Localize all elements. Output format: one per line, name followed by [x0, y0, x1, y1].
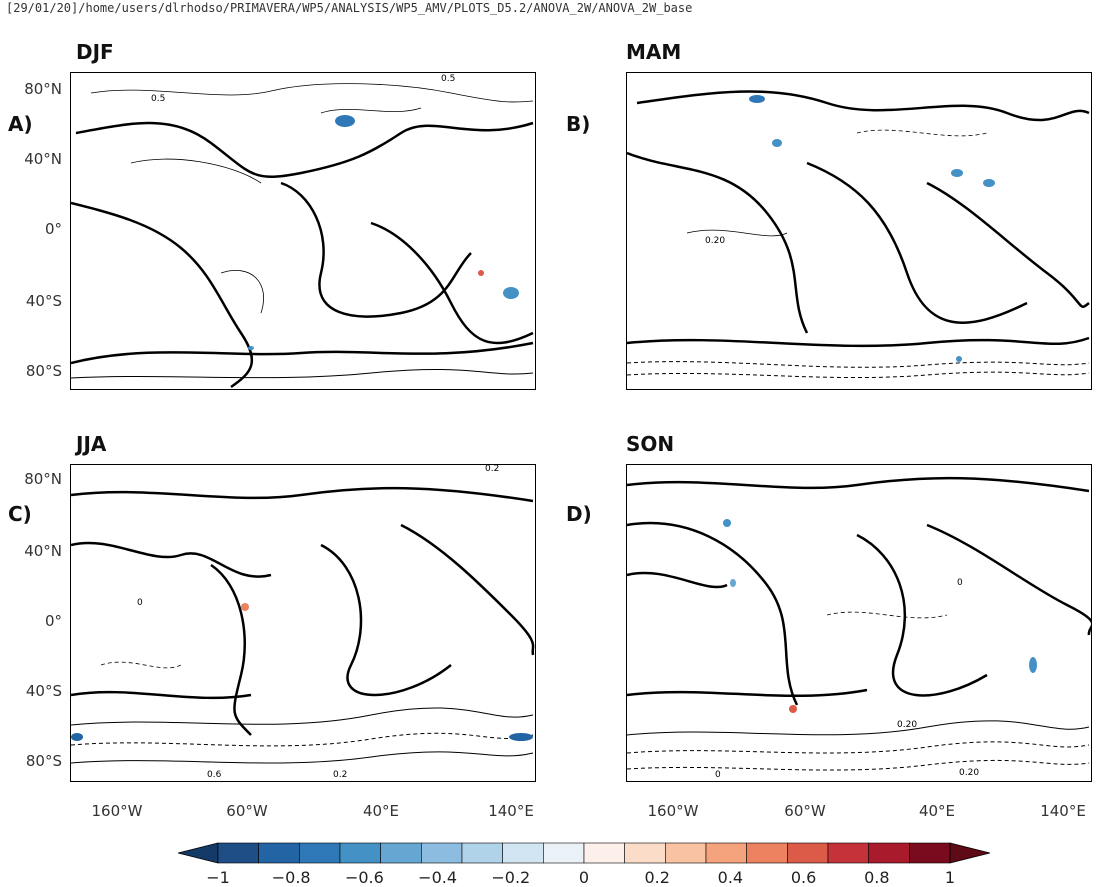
- map-contours: 0.20: [627, 90, 1090, 379]
- colorbar-segment: [583, 842, 625, 864]
- colorbar-segment: [217, 842, 259, 864]
- colorbar-tick-label: 0: [578, 868, 590, 887]
- panel-season-title: MAM: [626, 40, 682, 64]
- lat-label: 40°N: [24, 542, 62, 560]
- colorbar-tick-label: 0.8: [864, 868, 890, 887]
- contour-label: 0: [957, 578, 963, 588]
- lon-label: 160°W: [647, 802, 699, 820]
- colorbar-segment: [421, 842, 463, 864]
- colorbar-segment: [909, 842, 951, 864]
- lon-label: 160°W: [91, 802, 143, 820]
- map-contours: 0 0.20 0.20 0: [627, 476, 1091, 780]
- lon-label: 40°E: [918, 802, 956, 820]
- colorbar-segment: [461, 842, 503, 864]
- contour-label: 0.20: [897, 720, 917, 730]
- colorbar-segment: [624, 842, 666, 864]
- colorbar-tick-label: 0.2: [644, 868, 670, 887]
- contour-label: 0.5: [151, 94, 165, 104]
- colorbar: [178, 842, 990, 864]
- colorbar-segment: [502, 842, 544, 864]
- lon-label: 60°W: [226, 802, 268, 820]
- lat-label: 0°: [44, 612, 62, 630]
- colorbar-segment: [827, 842, 869, 864]
- map-plot: 0.2 0 0.6 0.2: [70, 464, 536, 782]
- colorbar-segment: [746, 842, 788, 864]
- map-plot: 0.20: [626, 72, 1092, 390]
- colorbar-tick-label: −0.4: [418, 868, 458, 887]
- colorbar-tick-label: 0.4: [717, 868, 744, 887]
- panel-letter: D): [566, 502, 592, 526]
- colorbar-tick-label: −1: [206, 868, 230, 887]
- colorbar-min-triangle: [178, 842, 219, 864]
- colorbar-tick-label: −0.8: [271, 868, 311, 887]
- colorbar-segment: [868, 842, 910, 864]
- lat-label: 40°N: [24, 150, 62, 168]
- colorbar-tick-label: 1: [944, 868, 956, 887]
- contour-label: 0.2: [333, 770, 347, 780]
- colorbar-segment: [665, 842, 707, 864]
- lon-label: 40°E: [362, 802, 400, 820]
- panel-season-title: DJF: [76, 40, 114, 64]
- colorbar-svg: [178, 842, 990, 864]
- panel-letter: C): [8, 502, 32, 526]
- lat-label: 80°S: [25, 362, 62, 380]
- contour-label: 0.2: [485, 465, 499, 474]
- map-plot: 0.5 0.5: [70, 72, 536, 390]
- contour-label: 0: [137, 598, 143, 608]
- contour-label: 0.20: [705, 236, 725, 246]
- colorbar-segment: [380, 842, 422, 864]
- panel-season-title: SON: [626, 432, 675, 456]
- map-contours: 0.2 0 0.6 0.2: [71, 465, 535, 780]
- contour-label: 0.5: [441, 74, 455, 84]
- contour-label: 0: [715, 770, 721, 780]
- lat-label: 40°S: [25, 292, 62, 310]
- colorbar-segment: [299, 842, 341, 864]
- lat-label: 80°N: [24, 80, 62, 98]
- colorbar-max-triangle: [949, 842, 990, 864]
- lon-label: 60°W: [784, 802, 826, 820]
- file-path-header: [29/01/20]/home/users/dlrhodso/PRIMAVERA…: [6, 1, 693, 15]
- colorbar-segment: [258, 842, 300, 864]
- lat-label: 40°S: [25, 682, 62, 700]
- colorbar-segment: [543, 842, 585, 864]
- colorbar-tick-label: −0.2: [491, 868, 531, 887]
- colorbar-segment: [787, 842, 829, 864]
- lat-label: 80°N: [24, 470, 62, 488]
- colorbar-segment: [339, 842, 381, 864]
- contour-label: 0.6: [207, 770, 222, 780]
- colorbar-segment: [705, 842, 747, 864]
- colorbar-tick-label: −0.6: [344, 868, 384, 887]
- lat-label: 0°: [44, 220, 62, 238]
- panel-letter: A): [8, 112, 33, 136]
- map-plot: 0 0.20 0.20 0: [626, 464, 1092, 782]
- colorbar-tick-label: 0.6: [790, 868, 817, 887]
- map-contours: 0.5 0.5: [71, 74, 534, 389]
- lon-label: 140°E: [488, 802, 534, 820]
- panel-season-title: JJA: [76, 432, 107, 456]
- lat-label: 80°S: [25, 752, 62, 770]
- contour-label: 0.20: [959, 768, 979, 778]
- lon-label: 140°E: [1040, 802, 1086, 820]
- panel-letter: B): [566, 112, 591, 136]
